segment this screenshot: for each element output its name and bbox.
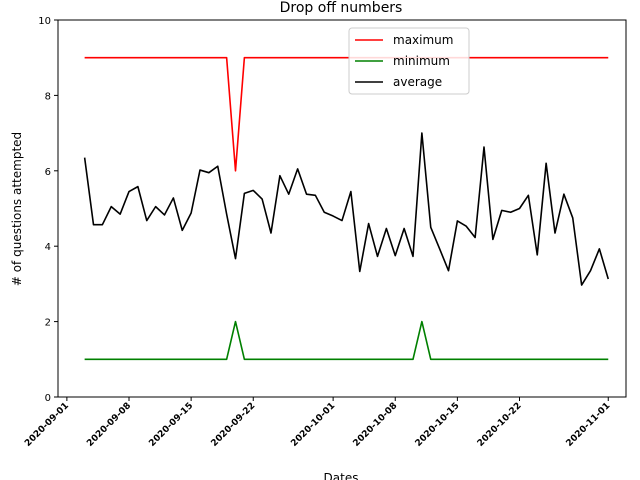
y-tick-label: 8 (45, 91, 51, 102)
y-tick-label: 6 (45, 167, 51, 178)
y-tick-label: 0 (45, 393, 51, 404)
legend-box (348, 27, 470, 95)
chart-title: Drop off numbers (280, 0, 403, 16)
y-tick-label: 10 (38, 16, 51, 27)
axes-frame (57, 19, 627, 398)
series-line-average (83, 132, 610, 286)
legend-label-maximum: maximum (393, 33, 453, 47)
y-axis-label: # of questions attempted (10, 132, 24, 286)
legend-label-minimum: minimum (393, 54, 450, 68)
y-tick-label: 4 (45, 242, 51, 253)
y-tick-label: 2 (45, 318, 51, 329)
x-axis-label: Dates (324, 471, 359, 480)
series-line-maximum (84, 56, 609, 172)
series-line-minimum (84, 320, 609, 361)
legend-label-average: average (393, 75, 442, 89)
